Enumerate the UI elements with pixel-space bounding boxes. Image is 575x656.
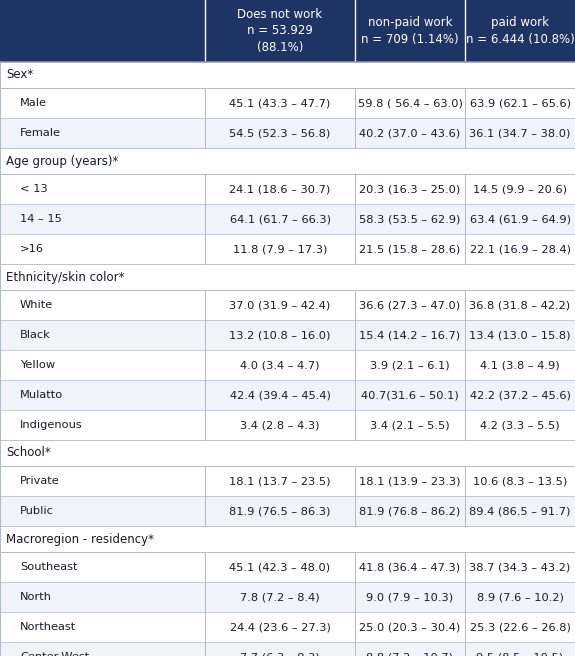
Text: 18.1 (13.7 – 23.5): 18.1 (13.7 – 23.5) xyxy=(229,476,331,486)
Text: 38.7 (34.3 – 43.2): 38.7 (34.3 – 43.2) xyxy=(469,562,570,572)
Text: Northeast: Northeast xyxy=(20,622,76,632)
Text: Private: Private xyxy=(20,476,60,486)
Text: 20.3 (16.3 – 25.0): 20.3 (16.3 – 25.0) xyxy=(359,184,461,194)
Text: Male: Male xyxy=(20,98,47,108)
Text: 9.0 (7.9 – 10.3): 9.0 (7.9 – 10.3) xyxy=(366,592,454,602)
Text: 10.6 (8.3 – 13.5): 10.6 (8.3 – 13.5) xyxy=(473,476,567,486)
Text: Center-West: Center-West xyxy=(20,652,89,656)
Text: 22.1 (16.9 – 28.4): 22.1 (16.9 – 28.4) xyxy=(470,244,570,254)
Text: 59.8 ( 56.4 – 63.0): 59.8 ( 56.4 – 63.0) xyxy=(358,98,462,108)
Text: >16: >16 xyxy=(20,244,44,254)
Text: Black: Black xyxy=(20,330,51,340)
Text: 81.9 (76.8 – 86.2): 81.9 (76.8 – 86.2) xyxy=(359,506,461,516)
Text: 63.9 (62.1 – 65.6): 63.9 (62.1 – 65.6) xyxy=(470,98,570,108)
Text: 37.0 (31.9 – 42.4): 37.0 (31.9 – 42.4) xyxy=(229,300,331,310)
Text: Sex*: Sex* xyxy=(6,68,33,81)
Text: 15.4 (14.2 – 16.7): 15.4 (14.2 – 16.7) xyxy=(359,330,461,340)
Text: 13.2 (10.8 – 16.0): 13.2 (10.8 – 16.0) xyxy=(229,330,331,340)
Text: 25.3 (22.6 – 26.8): 25.3 (22.6 – 26.8) xyxy=(470,622,570,632)
Text: 14.5 (9.9 – 20.6): 14.5 (9.9 – 20.6) xyxy=(473,184,567,194)
Text: 3.4 (2.8 – 4.3): 3.4 (2.8 – 4.3) xyxy=(240,420,320,430)
Text: 36.1 (34.7 – 38.0): 36.1 (34.7 – 38.0) xyxy=(469,128,570,138)
Text: 63.4 (61.9 – 64.9): 63.4 (61.9 – 64.9) xyxy=(470,214,570,224)
Text: Female: Female xyxy=(20,128,61,138)
Text: 36.6 (27.3 – 47.0): 36.6 (27.3 – 47.0) xyxy=(359,300,461,310)
Bar xyxy=(0,264,575,290)
Text: non-paid work
n = 709 (1.14%): non-paid work n = 709 (1.14%) xyxy=(361,16,459,46)
Bar xyxy=(0,380,575,410)
Text: School*: School* xyxy=(6,447,51,459)
Text: 81.9 (76.5 – 86.3): 81.9 (76.5 – 86.3) xyxy=(229,506,331,516)
Text: Ethnicity/skin color*: Ethnicity/skin color* xyxy=(6,270,125,283)
Text: Public: Public xyxy=(20,506,54,516)
Text: 42.4 (39.4 – 45.4): 42.4 (39.4 – 45.4) xyxy=(229,390,331,400)
Bar xyxy=(0,582,575,612)
Text: 8.9 (7.6 – 10.2): 8.9 (7.6 – 10.2) xyxy=(477,592,564,602)
Text: 36.8 (31.8 – 42.2): 36.8 (31.8 – 42.2) xyxy=(469,300,570,310)
Bar xyxy=(0,118,575,148)
Bar xyxy=(0,174,575,204)
Text: 8.8 (7.2 – 10.7): 8.8 (7.2 – 10.7) xyxy=(366,652,454,656)
Bar xyxy=(0,88,575,118)
Text: 14 – 15: 14 – 15 xyxy=(20,214,62,224)
Text: Macroregion - residency*: Macroregion - residency* xyxy=(6,533,154,546)
Text: 42.2 (37.2 – 45.6): 42.2 (37.2 – 45.6) xyxy=(470,390,570,400)
Text: 40.7(31.6 – 50.1): 40.7(31.6 – 50.1) xyxy=(361,390,459,400)
Text: 24.4 (23.6 – 27.3): 24.4 (23.6 – 27.3) xyxy=(229,622,331,632)
Text: Southeast: Southeast xyxy=(20,562,78,572)
Text: North: North xyxy=(20,592,52,602)
Text: Mulatto: Mulatto xyxy=(20,390,63,400)
Bar xyxy=(0,204,575,234)
Text: 13.4 (13.0 – 15.8): 13.4 (13.0 – 15.8) xyxy=(469,330,571,340)
Bar xyxy=(0,290,575,320)
Text: Yellow: Yellow xyxy=(20,360,55,370)
Text: 40.2 (37.0 – 43.6): 40.2 (37.0 – 43.6) xyxy=(359,128,461,138)
Text: 64.1 (61.7 – 66.3): 64.1 (61.7 – 66.3) xyxy=(229,214,331,224)
Text: 4.2 (3.3 – 5.5): 4.2 (3.3 – 5.5) xyxy=(480,420,560,430)
Bar xyxy=(0,440,575,466)
Bar xyxy=(0,552,575,582)
Text: 58.3 (53.5 – 62.9): 58.3 (53.5 – 62.9) xyxy=(359,214,461,224)
Bar xyxy=(0,410,575,440)
Text: Indigenous: Indigenous xyxy=(20,420,83,430)
Text: paid work
n = 6.444 (10.8%): paid work n = 6.444 (10.8%) xyxy=(466,16,574,46)
Text: 11.8 (7.9 – 17.3): 11.8 (7.9 – 17.3) xyxy=(233,244,327,254)
Bar xyxy=(0,466,575,496)
Bar xyxy=(0,234,575,264)
Text: 7.8 (7.2 – 8.4): 7.8 (7.2 – 8.4) xyxy=(240,592,320,602)
Text: 4.1 (3.8 – 4.9): 4.1 (3.8 – 4.9) xyxy=(480,360,560,370)
Bar xyxy=(0,62,575,88)
Text: White: White xyxy=(20,300,53,310)
Bar xyxy=(0,612,575,642)
Bar xyxy=(0,642,575,656)
Text: < 13: < 13 xyxy=(20,184,48,194)
Text: 3.4 (2.1 – 5.5): 3.4 (2.1 – 5.5) xyxy=(370,420,450,430)
Bar xyxy=(0,526,575,552)
Bar xyxy=(0,148,575,174)
Text: 89.4 (86.5 – 91.7): 89.4 (86.5 – 91.7) xyxy=(469,506,570,516)
Text: 45.1 (42.3 – 48.0): 45.1 (42.3 – 48.0) xyxy=(229,562,331,572)
Bar xyxy=(0,0,575,62)
Text: 3.9 (2.1 – 6.1): 3.9 (2.1 – 6.1) xyxy=(370,360,450,370)
Text: 7.7 (6.3 – 9.3): 7.7 (6.3 – 9.3) xyxy=(240,652,320,656)
Text: 9.5 (8.5 – 10.5): 9.5 (8.5 – 10.5) xyxy=(477,652,564,656)
Text: Does not work
n = 53.929
(88.1%): Does not work n = 53.929 (88.1%) xyxy=(237,7,323,54)
Text: 24.1 (18.6 – 30.7): 24.1 (18.6 – 30.7) xyxy=(229,184,331,194)
Bar xyxy=(0,320,575,350)
Text: Age group (years)*: Age group (years)* xyxy=(6,155,118,167)
Bar xyxy=(0,496,575,526)
Text: 41.8 (36.4 – 47.3): 41.8 (36.4 – 47.3) xyxy=(359,562,461,572)
Text: 4.0 (3.4 – 4.7): 4.0 (3.4 – 4.7) xyxy=(240,360,320,370)
Text: 45.1 (43.3 – 47.7): 45.1 (43.3 – 47.7) xyxy=(229,98,331,108)
Text: 21.5 (15.8 – 28.6): 21.5 (15.8 – 28.6) xyxy=(359,244,461,254)
Text: 54.5 (52.3 – 56.8): 54.5 (52.3 – 56.8) xyxy=(229,128,331,138)
Text: 18.1 (13.9 – 23.3): 18.1 (13.9 – 23.3) xyxy=(359,476,461,486)
Text: 25.0 (20.3 – 30.4): 25.0 (20.3 – 30.4) xyxy=(359,622,461,632)
Bar xyxy=(0,350,575,380)
